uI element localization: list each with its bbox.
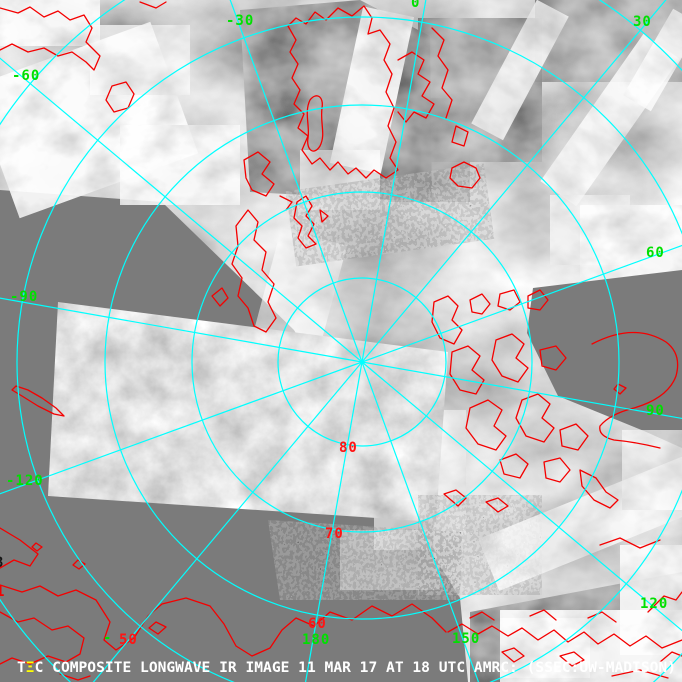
coastline-path xyxy=(491,333,529,383)
coastline-path xyxy=(501,647,525,663)
coastline-path xyxy=(591,331,679,449)
coastline-path xyxy=(306,95,324,152)
coastline-path xyxy=(559,651,585,667)
graticule-labels: 0 30 60 90 120 150 180 - -120 -90 -60 -30 80 70 60 50 xyxy=(6,0,668,648)
coastline-path xyxy=(0,527,39,569)
coastline-path xyxy=(485,497,509,513)
longitude-label: 30 xyxy=(633,14,652,30)
meridian-line xyxy=(92,361,363,682)
coastline-path xyxy=(527,289,549,311)
latitude-label: 50 xyxy=(119,632,138,648)
coastline-path xyxy=(0,6,101,71)
coastline-path xyxy=(449,161,481,189)
coastline-path xyxy=(543,457,571,483)
coastline-path xyxy=(613,383,627,395)
coastline-path xyxy=(599,537,661,549)
coastline-path xyxy=(451,125,469,147)
coastline-path xyxy=(443,489,467,507)
coastline-path xyxy=(31,542,43,552)
edge-artifacts: 31 xyxy=(0,555,5,600)
coastline-path xyxy=(287,5,399,179)
latitude-circle xyxy=(277,277,447,447)
annotation-prefix: T xyxy=(17,659,26,676)
no-data-sector xyxy=(527,270,682,448)
meridian-line xyxy=(361,0,667,363)
meridian-line xyxy=(361,0,427,363)
coastline-path xyxy=(579,469,619,509)
coastline-path xyxy=(499,453,529,479)
longitude-label: 120 xyxy=(640,596,668,612)
coastline-path xyxy=(469,293,491,315)
coastline-path xyxy=(11,385,65,417)
coastline-path xyxy=(559,423,589,451)
meridian-line xyxy=(361,361,682,420)
longitude-label: -30 xyxy=(226,13,254,29)
coastline-path xyxy=(465,399,507,451)
coastline-path xyxy=(431,27,453,119)
meridian-line xyxy=(0,297,363,363)
coastline-path xyxy=(293,195,317,249)
coastline-path xyxy=(515,393,555,443)
longitude-label: 0 xyxy=(411,0,420,11)
edge-artifact-glyph: 3 xyxy=(0,555,4,571)
latitude-label: 80 xyxy=(339,440,358,456)
coastline-path xyxy=(431,295,463,345)
meridian-line xyxy=(361,244,682,363)
longitude-label: - xyxy=(103,630,112,646)
cursor-icon[interactable]: Ξ xyxy=(25,659,35,676)
coastline-path xyxy=(59,673,91,681)
latitude-label: 70 xyxy=(325,526,344,542)
speckle-region-barents xyxy=(290,174,490,256)
meridian-line xyxy=(0,57,363,363)
coastline-path xyxy=(0,611,85,665)
coastline-path xyxy=(397,51,435,123)
meridian-line xyxy=(361,361,682,632)
coastline-path xyxy=(647,591,682,613)
longitude-label: 90 xyxy=(646,403,665,419)
longitude-label: -90 xyxy=(10,289,38,305)
coastline-path xyxy=(139,1,167,9)
coastline-path xyxy=(469,609,617,623)
coastline-path xyxy=(539,345,567,371)
coastline-path xyxy=(148,621,167,635)
coastline-path xyxy=(231,209,277,333)
coastline-path xyxy=(211,287,229,307)
annotation-text: C COMPOSITE LONGWAVE IR IMAGE 11 MAR 17 … xyxy=(34,659,676,676)
longitude-label: 150 xyxy=(452,631,480,647)
meridian-line xyxy=(361,361,480,682)
coastline-path xyxy=(449,345,485,395)
coastline-path xyxy=(279,195,293,211)
meridian-line xyxy=(229,0,363,363)
longitude-label: 180 xyxy=(302,632,330,648)
latitude-circle xyxy=(191,191,533,533)
coastline-path xyxy=(659,651,682,663)
coastline-path xyxy=(243,151,275,197)
latitude-circle xyxy=(104,104,620,620)
meridian-line xyxy=(304,361,363,682)
annotation-bar: TΞC COMPOSITE LONGWAVE IR IMAGE 11 MAR 1… xyxy=(17,659,676,676)
meridian-line xyxy=(0,361,363,495)
latitude-circle xyxy=(16,16,682,682)
coastline-path xyxy=(72,559,86,570)
longitude-label: 60 xyxy=(646,245,665,261)
edge-artifact-glyph: 1 xyxy=(0,584,5,600)
longitude-label: -60 xyxy=(12,68,40,84)
coastline-path xyxy=(319,209,329,223)
coastline-path xyxy=(447,623,682,649)
latitude-label: 60 xyxy=(308,616,327,632)
coastline-path xyxy=(611,669,669,679)
coastline-path xyxy=(0,584,447,657)
longitude-label: -120 xyxy=(6,473,44,489)
